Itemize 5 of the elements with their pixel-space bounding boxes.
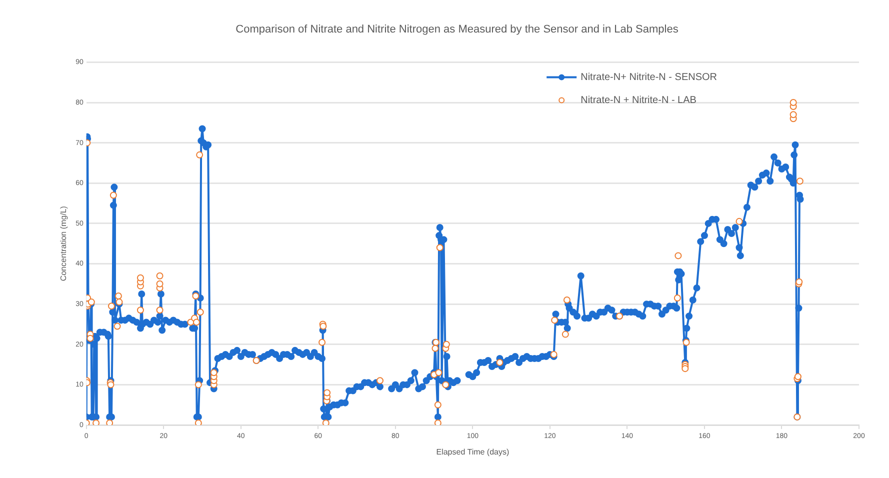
legend-label: Nitrate-N+ Nitrite-N - SENSOR <box>580 72 717 83</box>
y-axis-title: Concentration (mg/L) <box>59 206 68 282</box>
chart-title: Comparison of Nitrate and Nitrite Nitrogen as Measured by the Sensor and in Lab Samples <box>236 24 679 36</box>
legend-label: Nitrate-N + Nitrite-N - LAB <box>580 94 697 106</box>
x-axis-title: Elapsed Time (days) <box>436 447 510 456</box>
